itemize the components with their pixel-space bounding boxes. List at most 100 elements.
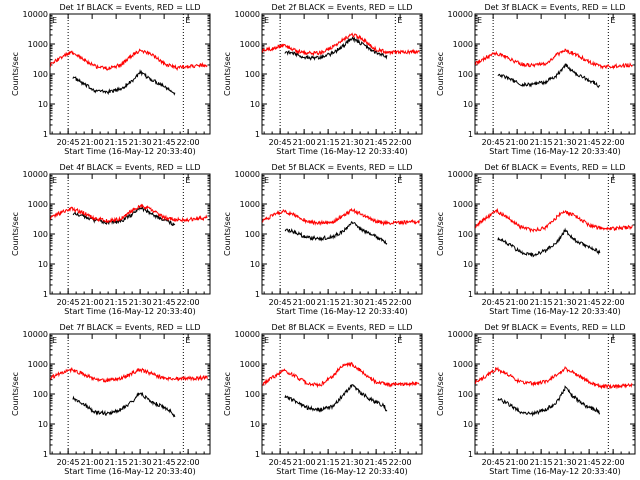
lld-series-line xyxy=(262,207,420,227)
panel-det-8: Det 8f BLACK = Events, RED = LLD 1 10 100 10… xyxy=(223,323,423,476)
y-axis-label: Counts/sec xyxy=(436,372,445,416)
y-tick-label: 1 xyxy=(43,450,48,459)
x-tick-label: 21:30 xyxy=(554,298,577,307)
panel-det-6: Det 6f BLACK = Events, RED = LLD 1 10 100 10… xyxy=(436,163,636,316)
x-tick-label: 22:00 xyxy=(389,138,412,147)
plot-frame xyxy=(49,333,211,455)
panel-det-3: Det 3f BLACK = Events, RED = LLD 1 10 100 10… xyxy=(436,3,636,156)
y-tick-label: 10000 xyxy=(448,170,473,179)
x-tick-label: 21:15 xyxy=(530,298,553,307)
x-tick-label: 21:45 xyxy=(153,458,176,467)
panel-det-1: Det 1f BLACK = Events, RED = LLD 1 10 100 10… xyxy=(11,3,211,156)
events-series-line xyxy=(284,384,388,413)
panel-title: Det 4f BLACK = Events, RED = LLD xyxy=(59,163,200,172)
x-axis-label: Start Time (16-May-12 20:33:40) xyxy=(64,307,195,316)
marker-e: E xyxy=(397,16,402,25)
y-tick-label: 10 xyxy=(250,100,260,109)
x-axis-label: Start Time (16-May-12 20:33:40) xyxy=(489,307,620,316)
marker-e: E xyxy=(185,176,190,185)
marker-e: E xyxy=(477,336,482,345)
x-tick-label: 22:00 xyxy=(177,298,200,307)
y-tick-label: 10 xyxy=(38,420,48,429)
y-tick-label: 1000 xyxy=(453,200,473,209)
y-tick-label: 100 xyxy=(33,230,48,239)
y-axis-label: Counts/sec xyxy=(11,212,20,256)
x-tick-label: 22:00 xyxy=(602,298,625,307)
marker-e: E xyxy=(610,176,615,185)
x-tick-label: 21:45 xyxy=(153,298,176,307)
x-tick-label: 21:30 xyxy=(341,298,364,307)
y-tick-label: 10000 xyxy=(235,330,260,339)
y-tick-label: 1 xyxy=(468,130,473,139)
lld-series-line xyxy=(262,32,420,57)
x-tick-label: 21:15 xyxy=(317,458,340,467)
x-tick-label: 21:00 xyxy=(506,138,529,147)
x-tick-label: 20:45 xyxy=(57,298,80,307)
x-tick-label: 20:45 xyxy=(482,138,505,147)
y-axis-label: Counts/sec xyxy=(223,212,232,256)
x-tick-label: 21:00 xyxy=(81,298,104,307)
y-axis-label: Counts/sec xyxy=(223,52,232,96)
panel-title: Det 8f BLACK = Events, RED = LLD xyxy=(271,323,412,332)
plot-frame xyxy=(49,13,211,135)
x-tick-label: 20:45 xyxy=(57,138,80,147)
events-series-line xyxy=(72,69,176,96)
panel-det-4: Det 4f BLACK = Events, RED = LLD 1 10 100 10… xyxy=(11,163,211,316)
y-tick-label: 10000 xyxy=(235,170,260,179)
y-tick-label: 1000 xyxy=(240,360,260,369)
x-tick-label: 21:30 xyxy=(341,138,364,147)
lld-series-line xyxy=(475,48,633,70)
marker-e: E xyxy=(477,176,482,185)
x-tick-label: 21:30 xyxy=(129,138,152,147)
events-series-line xyxy=(497,385,601,417)
marker-e: E xyxy=(610,336,615,345)
plot-frame xyxy=(49,173,211,295)
y-tick-label: 10 xyxy=(463,260,473,269)
x-tick-label: 21:00 xyxy=(293,298,316,307)
panel-det-9: Det 9f BLACK = Events, RED = LLD 1 10 100 10… xyxy=(436,323,636,476)
y-tick-label: 1 xyxy=(255,290,260,299)
y-tick-label: 10 xyxy=(38,100,48,109)
x-tick-label: 21:15 xyxy=(317,138,340,147)
panel-title: Det 7f BLACK = Events, RED = LLD xyxy=(59,323,200,332)
x-tick-label: 22:00 xyxy=(602,458,625,467)
x-tick-label: 21:15 xyxy=(530,458,553,467)
y-tick-label: 1 xyxy=(43,130,48,139)
events-series-line xyxy=(284,35,388,61)
x-axis-label: Start Time (16-May-12 20:33:40) xyxy=(489,467,620,476)
marker-e: E xyxy=(610,16,615,25)
x-tick-label: 21:30 xyxy=(129,458,152,467)
x-tick-label: 21:30 xyxy=(554,138,577,147)
x-tick-label: 21:45 xyxy=(578,298,601,307)
x-axis-label: Start Time (16-May-12 20:33:40) xyxy=(276,307,407,316)
x-tick-label: 20:45 xyxy=(269,458,292,467)
y-tick-label: 10 xyxy=(250,420,260,429)
panel-title: Det 3f BLACK = Events, RED = LLD xyxy=(484,3,625,12)
marker-e: E xyxy=(185,16,190,25)
x-tick-label: 21:15 xyxy=(105,298,128,307)
lld-series-line xyxy=(50,48,208,71)
y-tick-label: 100 xyxy=(458,70,473,79)
lld-series-line xyxy=(475,207,633,234)
y-tick-label: 1000 xyxy=(453,360,473,369)
y-tick-label: 1000 xyxy=(240,40,260,49)
y-tick-label: 10 xyxy=(463,100,473,109)
x-tick-label: 21:00 xyxy=(506,458,529,467)
x-tick-label: 20:45 xyxy=(482,298,505,307)
y-tick-label: 1000 xyxy=(28,40,48,49)
y-tick-label: 10000 xyxy=(23,170,48,179)
marker-e: E xyxy=(264,336,269,345)
y-tick-label: 100 xyxy=(245,70,260,79)
x-tick-label: 21:15 xyxy=(530,138,553,147)
panel-title: Det 6f BLACK = Events, RED = LLD xyxy=(484,163,625,172)
x-tick-label: 20:45 xyxy=(57,458,80,467)
y-tick-label: 100 xyxy=(245,390,260,399)
marker-e: E xyxy=(477,16,482,25)
x-tick-label: 20:45 xyxy=(482,458,505,467)
y-axis-label: Counts/sec xyxy=(223,372,232,416)
x-tick-label: 21:30 xyxy=(554,458,577,467)
lld-series-line xyxy=(475,365,633,390)
y-tick-label: 100 xyxy=(33,70,48,79)
panel-det-2: Det 2f BLACK = Events, RED = LLD 1 10 100 10… xyxy=(223,3,423,156)
events-series-line xyxy=(72,205,176,227)
